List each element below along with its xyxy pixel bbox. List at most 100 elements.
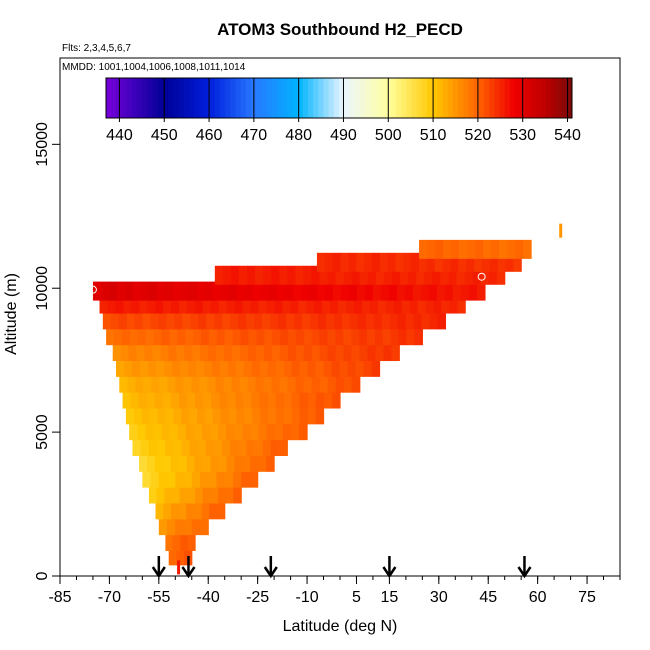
- heat-cell: [107, 294, 117, 314]
- colorbar-segment: [556, 78, 563, 118]
- heat-cell: [467, 239, 476, 259]
- heat-cell: [224, 468, 234, 488]
- heat-cell: [150, 310, 160, 330]
- heat-cell: [343, 265, 353, 285]
- heat-cell: [157, 405, 167, 425]
- heat-cell: [367, 342, 377, 362]
- heat-cell: [170, 389, 180, 409]
- heat-cell: [195, 389, 204, 409]
- colorbar-segment: [427, 78, 433, 118]
- heat-cell: [234, 421, 243, 441]
- heat-cell: [335, 265, 345, 285]
- heat-cell: [210, 452, 220, 472]
- heat-cell: [230, 310, 239, 330]
- heat-cell: [427, 239, 436, 259]
- heat-cell: [138, 389, 148, 409]
- heat-cell: [114, 326, 123, 346]
- heat-cell: [497, 252, 507, 272]
- colorbar-segment: [147, 78, 154, 118]
- heat-cell: [165, 531, 174, 551]
- heat-cell: [464, 265, 474, 285]
- heat-cell: [442, 252, 452, 272]
- heat-cell: [217, 500, 226, 520]
- heat-cell: [242, 421, 252, 441]
- colorbar-tick-label: 540: [554, 127, 581, 144]
- heat-cell: [387, 252, 397, 272]
- colorbar-segment: [499, 78, 506, 118]
- heat-cell: [395, 252, 404, 272]
- heat-cell: [251, 357, 261, 377]
- heat-cell: [228, 405, 238, 425]
- heat-cell: [125, 405, 135, 425]
- heat-cell: [202, 484, 212, 504]
- colorbar-segment: [390, 78, 397, 118]
- x-tick-label: 5: [352, 589, 361, 606]
- colorbar-segment: [551, 78, 557, 118]
- heat-cell: [286, 310, 295, 330]
- heat-cell: [448, 265, 457, 285]
- flight-arrow: [517, 556, 532, 579]
- colorbar-segment: [354, 78, 361, 118]
- heat-cell: [136, 342, 146, 362]
- x-tick-label: 15: [381, 589, 399, 606]
- colorbar-segment: [126, 78, 133, 118]
- heat-cell: [367, 265, 377, 285]
- heat-cell: [266, 421, 276, 441]
- heat-cell: [488, 265, 498, 285]
- heat-cell: [385, 294, 395, 314]
- heat-cell: [343, 326, 352, 346]
- heat-cell: [409, 294, 419, 314]
- heat-cell: [141, 405, 151, 425]
- heat-cell: [139, 357, 149, 377]
- heat-cell: [248, 342, 257, 362]
- heat-cell: [351, 326, 360, 346]
- heat-cell: [195, 357, 205, 377]
- colorbar-segment: [349, 78, 356, 118]
- colorbar-segment: [515, 78, 521, 118]
- heat-cell: [258, 294, 268, 314]
- x-axis: -85 -70 -55 -40 -25 -10 5 15 30 45 60 75: [48, 576, 621, 606]
- heat-cell: [183, 516, 193, 536]
- heat-cell: [154, 452, 164, 472]
- heat-cell: [153, 326, 163, 346]
- heat-cell: [290, 294, 299, 314]
- heat-cell: [228, 281, 238, 301]
- heat-cell: [343, 342, 353, 362]
- colorbar-segment: [313, 78, 319, 118]
- heat-cell: [219, 357, 229, 377]
- heat-cell: [116, 357, 125, 377]
- colorbar-segment: [266, 78, 273, 118]
- heat-cell: [167, 468, 176, 488]
- heat-cell: [327, 265, 337, 285]
- heat-cell: [523, 239, 532, 259]
- heat-cell: [145, 326, 155, 346]
- colorbar-segment: [364, 78, 371, 118]
- colorbar-tick-label: 520: [465, 127, 492, 144]
- heat-cell: [220, 281, 230, 301]
- heat-cell: [255, 373, 265, 393]
- colorbar-segment: [235, 78, 242, 118]
- heat-cell: [216, 326, 226, 346]
- heat-cell: [459, 239, 468, 259]
- heat-cell: [419, 239, 428, 259]
- heat-cell: [262, 310, 271, 330]
- colorbar-segment: [219, 78, 226, 118]
- heat-cell: [398, 326, 408, 346]
- colorbar-tick-label: 470: [241, 127, 268, 144]
- heat-cell: [208, 326, 218, 346]
- heat-cell: [192, 342, 201, 362]
- heat-cell: [211, 357, 221, 377]
- heat-cell: [452, 281, 462, 301]
- heat-cell: [311, 373, 321, 393]
- heat-cell: [191, 516, 201, 536]
- x-tick-label: -55: [147, 589, 170, 606]
- heat-cell: [161, 421, 171, 441]
- colorbar-segment: [287, 78, 293, 118]
- heat-cell: [294, 310, 303, 330]
- heat-cell: [323, 389, 333, 409]
- colorbar-segment: [240, 78, 247, 118]
- colorbar-frame: [105, 77, 573, 119]
- heat-cell: [375, 342, 384, 362]
- heat-cell: [401, 294, 411, 314]
- heat-cell: [128, 342, 138, 362]
